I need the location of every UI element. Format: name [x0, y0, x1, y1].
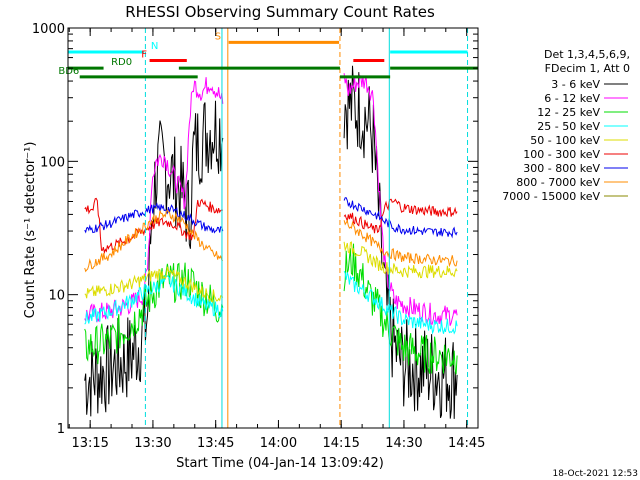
- series-3-segment-1: [343, 270, 458, 335]
- x-tick-label-0: 13:15: [71, 436, 108, 451]
- series-4-segment-1: [343, 241, 458, 279]
- legend-label-1: 6 - 12 keV: [544, 92, 600, 105]
- series-6-segment-1: [343, 197, 458, 239]
- series-1-segment-1: [343, 73, 458, 326]
- y-tick-label-1: 10: [48, 289, 65, 304]
- series-5-segment-0: [84, 197, 223, 255]
- timestamp-label: 18-Oct-2021 12:53: [553, 469, 638, 479]
- legend-label-8: 7000 - 15000 keV: [502, 190, 600, 203]
- legend: Det 1,3,4,5,6,9,FDecim 1, Att 0 3 - 6 keV…: [502, 48, 630, 203]
- x-tick-label-5: 14:30: [385, 436, 422, 451]
- legend-header-1: FDecim 1, Att 0: [545, 62, 630, 75]
- series-2-segment-1: [343, 243, 458, 375]
- flag-label-rd0: RD0: [111, 57, 132, 68]
- series-3-segment-0: [84, 274, 224, 325]
- y-tick-label-2: 100: [40, 155, 65, 170]
- axes-layer: 13:15 13:30 13:45 14:00 14:15 14:30 14:45 1 10 10…: [32, 22, 486, 451]
- flag-label-f: F: [141, 50, 147, 61]
- x-tick-label-1: 13:30: [134, 436, 171, 451]
- x-axis-label: Start Time (04-Jan-14 13:09:42): [176, 456, 384, 471]
- legend-header-0: Det 1,3,4,5,6,9,: [544, 48, 630, 61]
- plot-frame: [67, 27, 479, 429]
- flag-label-n: N: [151, 41, 158, 52]
- series-layer: [84, 65, 458, 419]
- legend-label-6: 300 - 800 keV: [523, 162, 600, 175]
- series-7-segment-0: [84, 209, 224, 273]
- series-4-segment-0: [84, 266, 224, 303]
- series-0-segment-1: [343, 65, 458, 419]
- series-2-segment-0: [84, 262, 224, 365]
- series-1-segment-0: [84, 77, 224, 323]
- x-tick-label-2: 13:45: [197, 436, 234, 451]
- chart-title: RHESSI Observing Summary Count Rates: [125, 3, 435, 21]
- y-tick-label-0: 1: [57, 422, 65, 437]
- legend-label-5: 100 - 300 keV: [523, 148, 600, 161]
- x-tick-label-6: 14:45: [448, 436, 485, 451]
- series-7-segment-1: [343, 219, 458, 268]
- flag-label-bd6: BD6: [58, 66, 79, 77]
- flag-label-s: S: [215, 31, 221, 42]
- series-5-segment-1: [343, 198, 458, 234]
- legend-label-0: 3 - 6 keV: [551, 78, 600, 91]
- legend-label-3: 25 - 50 keV: [537, 120, 600, 133]
- series-6-segment-0: [84, 202, 224, 234]
- legend-label-4: 50 - 100 keV: [530, 134, 600, 147]
- annotation-layer: N S F RD0 BD6: [58, 28, 478, 428]
- legend-label-7: 800 - 7000 keV: [516, 176, 600, 189]
- x-tick-label-3: 14:00: [260, 436, 297, 451]
- x-tick-label-4: 14:15: [322, 436, 359, 451]
- legend-label-2: 12 - 25 keV: [537, 106, 600, 119]
- y-tick-label-3: 1000: [32, 22, 65, 37]
- y-axis-label: Count Rate (s⁻¹ detector⁻¹): [23, 142, 38, 319]
